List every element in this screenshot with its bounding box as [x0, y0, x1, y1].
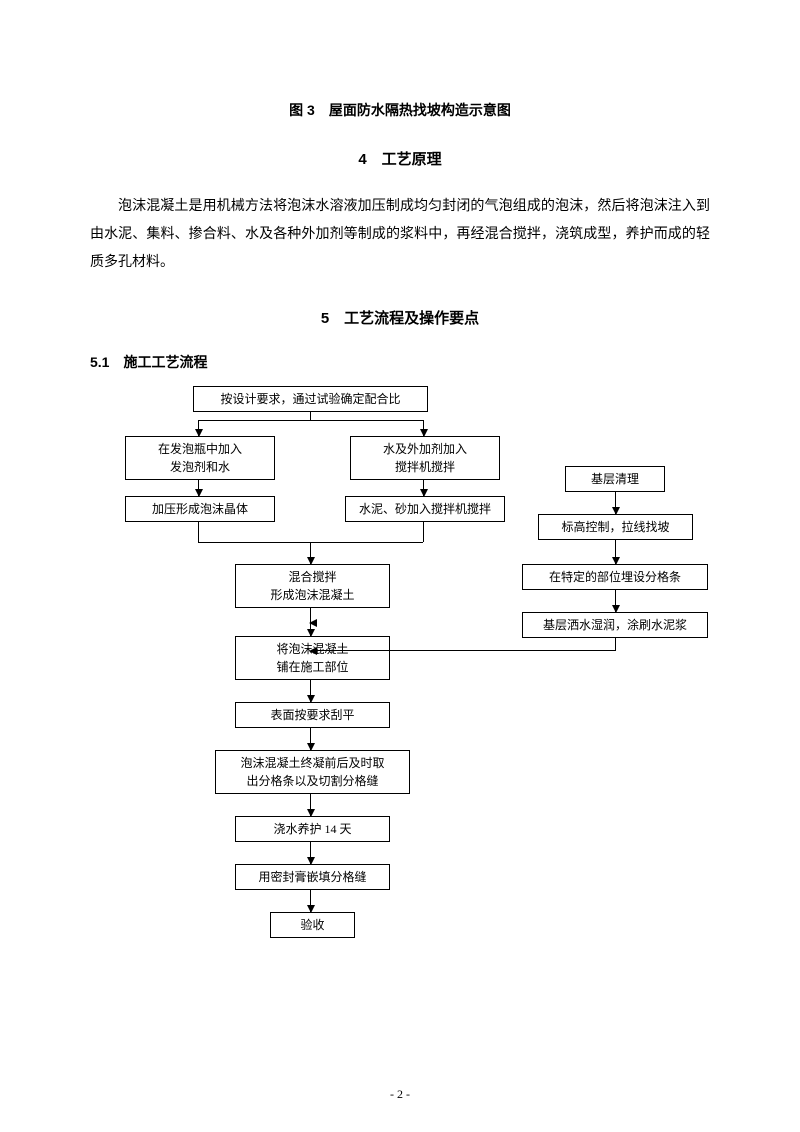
flow-node-seal: 用密封膏嵌填分格缝 — [235, 864, 390, 890]
flow-node-divider-strip: 在特定的部位埋设分格条 — [522, 564, 708, 590]
flow-node-elevation: 标高控制，拉线找坡 — [538, 514, 693, 540]
flow-node-pressurize: 加压形成泡沫晶体 — [125, 496, 275, 522]
paragraph-section-4: 泡沫混凝土是用机械方法将泡沫水溶液加压制成均匀封闭的气泡组成的泡沫，然后将泡沫注… — [90, 193, 710, 277]
flow-node-cure: 浇水养护 14 天 — [235, 816, 390, 842]
section-4-title: 4 工艺原理 — [90, 148, 710, 169]
flowchart: 按设计要求，通过试验确定配合比 在发泡瓶中加入 发泡剂和水 水及外加剂加入 搅拌… — [90, 386, 710, 1046]
figure-caption: 图 3 屋面防水隔热找坡构造示意图 — [90, 100, 710, 120]
flow-node-water-additive: 水及外加剂加入 搅拌机搅拌 — [350, 436, 500, 480]
flow-node-scrape: 表面按要求刮平 — [235, 702, 390, 728]
flow-node-final-set: 泡沫混凝土终凝前后及时取 出分格条以及切割分格缝 — [215, 750, 410, 794]
page-number: - 2 - — [0, 1087, 800, 1102]
flow-node-wet-base: 基层洒水湿润，涂刷水泥浆 — [522, 612, 708, 638]
section-5-title: 5 工艺流程及操作要点 — [90, 307, 710, 328]
flow-node-pave: 将泡沫混凝土 铺在施工部位 — [235, 636, 390, 680]
flow-node-mix: 混合搅拌 形成泡沫混凝土 — [235, 564, 390, 608]
flow-node-cement-sand: 水泥、砂加入搅拌机搅拌 — [345, 496, 505, 522]
flow-node-base-clean: 基层清理 — [565, 466, 665, 492]
subsection-5-1: 5.1 施工工艺流程 — [90, 352, 710, 372]
flow-node-start: 按设计要求，通过试验确定配合比 — [193, 386, 428, 412]
flow-node-accept: 验收 — [270, 912, 355, 938]
flow-node-foam-bottle: 在发泡瓶中加入 发泡剂和水 — [125, 436, 275, 480]
